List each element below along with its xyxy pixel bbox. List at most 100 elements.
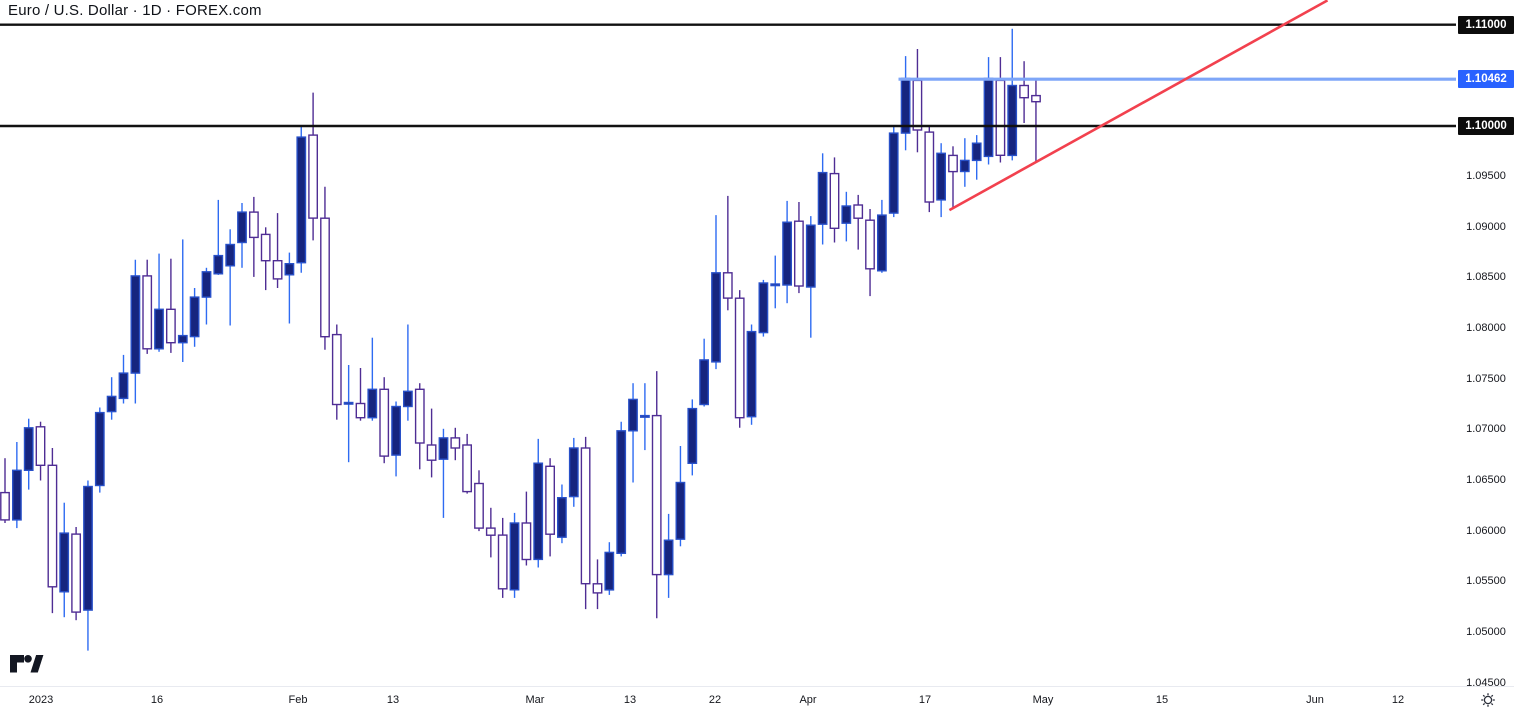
candle-down[interactable] — [450, 437, 461, 449]
candle-down[interactable] — [924, 131, 935, 203]
candle-down[interactable] — [580, 447, 591, 585]
candle-down[interactable] — [1031, 94, 1041, 103]
candle-down[interactable] — [545, 465, 556, 535]
candle-down[interactable] — [165, 308, 176, 344]
candle-up[interactable] — [841, 205, 852, 224]
candle-up[interactable] — [130, 275, 141, 374]
candle-down[interactable] — [308, 134, 318, 219]
candle-up[interactable] — [971, 142, 982, 162]
candle-down[interactable] — [794, 220, 804, 287]
candle-down[interactable] — [142, 275, 153, 350]
candle-down[interactable] — [722, 272, 733, 299]
symbol-title[interactable]: Euro / U.S. Dollar · 1D · FOREX.com — [8, 2, 262, 19]
candle-down[interactable] — [248, 211, 259, 239]
candle-up[interactable] — [699, 359, 710, 406]
candle-up[interactable] — [59, 532, 70, 593]
candle-up[interactable] — [237, 211, 247, 244]
candle-up[interactable] — [557, 497, 567, 538]
candle-up[interactable] — [225, 243, 236, 267]
price-axis-label: 1.09500 — [1466, 170, 1506, 183]
time-axis-label: 12 — [1391, 694, 1405, 706]
candle-down[interactable] — [995, 79, 1006, 157]
candle-down[interactable] — [853, 204, 864, 219]
candle-up[interactable] — [83, 485, 93, 611]
candle-down[interactable] — [320, 217, 330, 338]
candle-up[interactable] — [628, 398, 638, 432]
candle-up[interactable] — [568, 447, 579, 498]
candle-up[interactable] — [675, 481, 686, 540]
candle-up[interactable] — [213, 254, 224, 275]
candle-up[interactable] — [533, 462, 544, 561]
candle-up[interactable] — [983, 77, 994, 158]
candle-up[interactable] — [438, 437, 449, 460]
candle-up[interactable] — [758, 282, 769, 334]
price-axis-label: 1.04500 — [1466, 676, 1506, 689]
candle-down[interactable] — [71, 533, 82, 613]
candle-up[interactable] — [106, 395, 117, 413]
candle-up[interactable] — [284, 263, 295, 276]
candle-up[interactable] — [817, 171, 828, 225]
time-axis-label: 17 — [918, 694, 932, 706]
candle-down[interactable] — [0, 491, 10, 521]
candle-down[interactable] — [462, 444, 472, 493]
price-axis-label: 1.08000 — [1466, 322, 1506, 335]
candle-down[interactable] — [948, 154, 958, 173]
candle-up[interactable] — [877, 214, 887, 272]
candle-down[interactable] — [912, 79, 923, 131]
candle-down[interactable] — [426, 444, 437, 461]
candle-down[interactable] — [651, 414, 662, 576]
candle-down[interactable] — [272, 260, 283, 280]
candle-up[interactable] — [805, 224, 816, 288]
candle-up[interactable] — [640, 414, 650, 418]
candle-down[interactable] — [260, 233, 271, 262]
candle-down[interactable] — [379, 388, 390, 457]
candle-up[interactable] — [1007, 84, 1018, 157]
ascending-trendline[interactable] — [948, 0, 1329, 212]
candle-up[interactable] — [663, 539, 674, 576]
candle-up[interactable] — [403, 390, 413, 408]
candle-down[interactable] — [734, 297, 745, 419]
candle-up[interactable] — [23, 427, 34, 471]
candle-down[interactable] — [829, 172, 840, 230]
candle-up[interactable] — [94, 411, 105, 487]
candle-up[interactable] — [11, 469, 22, 521]
candle-up[interactable] — [604, 551, 615, 591]
candle-up[interactable] — [201, 271, 212, 298]
candle-down[interactable] — [497, 534, 508, 590]
tradingview-logo-icon[interactable] — [8, 652, 44, 678]
candle-down[interactable] — [414, 388, 425, 444]
candle-up[interactable] — [746, 330, 757, 418]
candle-down[interactable] — [1019, 84, 1030, 99]
candle-up[interactable] — [711, 272, 721, 363]
candle-up[interactable] — [391, 405, 401, 456]
candle-down[interactable] — [47, 464, 58, 588]
candle-up[interactable] — [367, 388, 378, 419]
candle-down[interactable] — [474, 482, 484, 529]
candle-down[interactable] — [331, 333, 342, 406]
candle-up[interactable] — [687, 407, 698, 465]
candle-up[interactable] — [782, 221, 793, 286]
candle-up[interactable] — [154, 308, 164, 350]
candle-up[interactable] — [888, 132, 899, 214]
candle-down[interactable] — [592, 583, 603, 594]
candle-up[interactable] — [936, 152, 947, 201]
candle-down[interactable] — [865, 219, 875, 270]
candle-up[interactable] — [770, 283, 781, 287]
price-axis-label: 1.05500 — [1466, 575, 1506, 588]
candle-up[interactable] — [177, 334, 188, 344]
candle-up[interactable] — [616, 430, 627, 554]
time-axis-label: Jun — [1306, 694, 1324, 706]
candle-down[interactable] — [35, 426, 46, 466]
candle-up[interactable] — [296, 136, 307, 264]
candle-down[interactable] — [355, 402, 366, 419]
candle-up[interactable] — [343, 401, 354, 405]
candle-up[interactable] — [509, 522, 520, 591]
candle-up[interactable] — [118, 372, 129, 400]
candle-down[interactable] — [485, 527, 496, 536]
candle-down[interactable] — [521, 522, 532, 561]
settings-gear-icon[interactable] — [1480, 692, 1496, 708]
candle-up[interactable] — [959, 159, 970, 173]
candle-up[interactable] — [189, 296, 200, 338]
time-axis-label: Feb — [288, 694, 308, 706]
